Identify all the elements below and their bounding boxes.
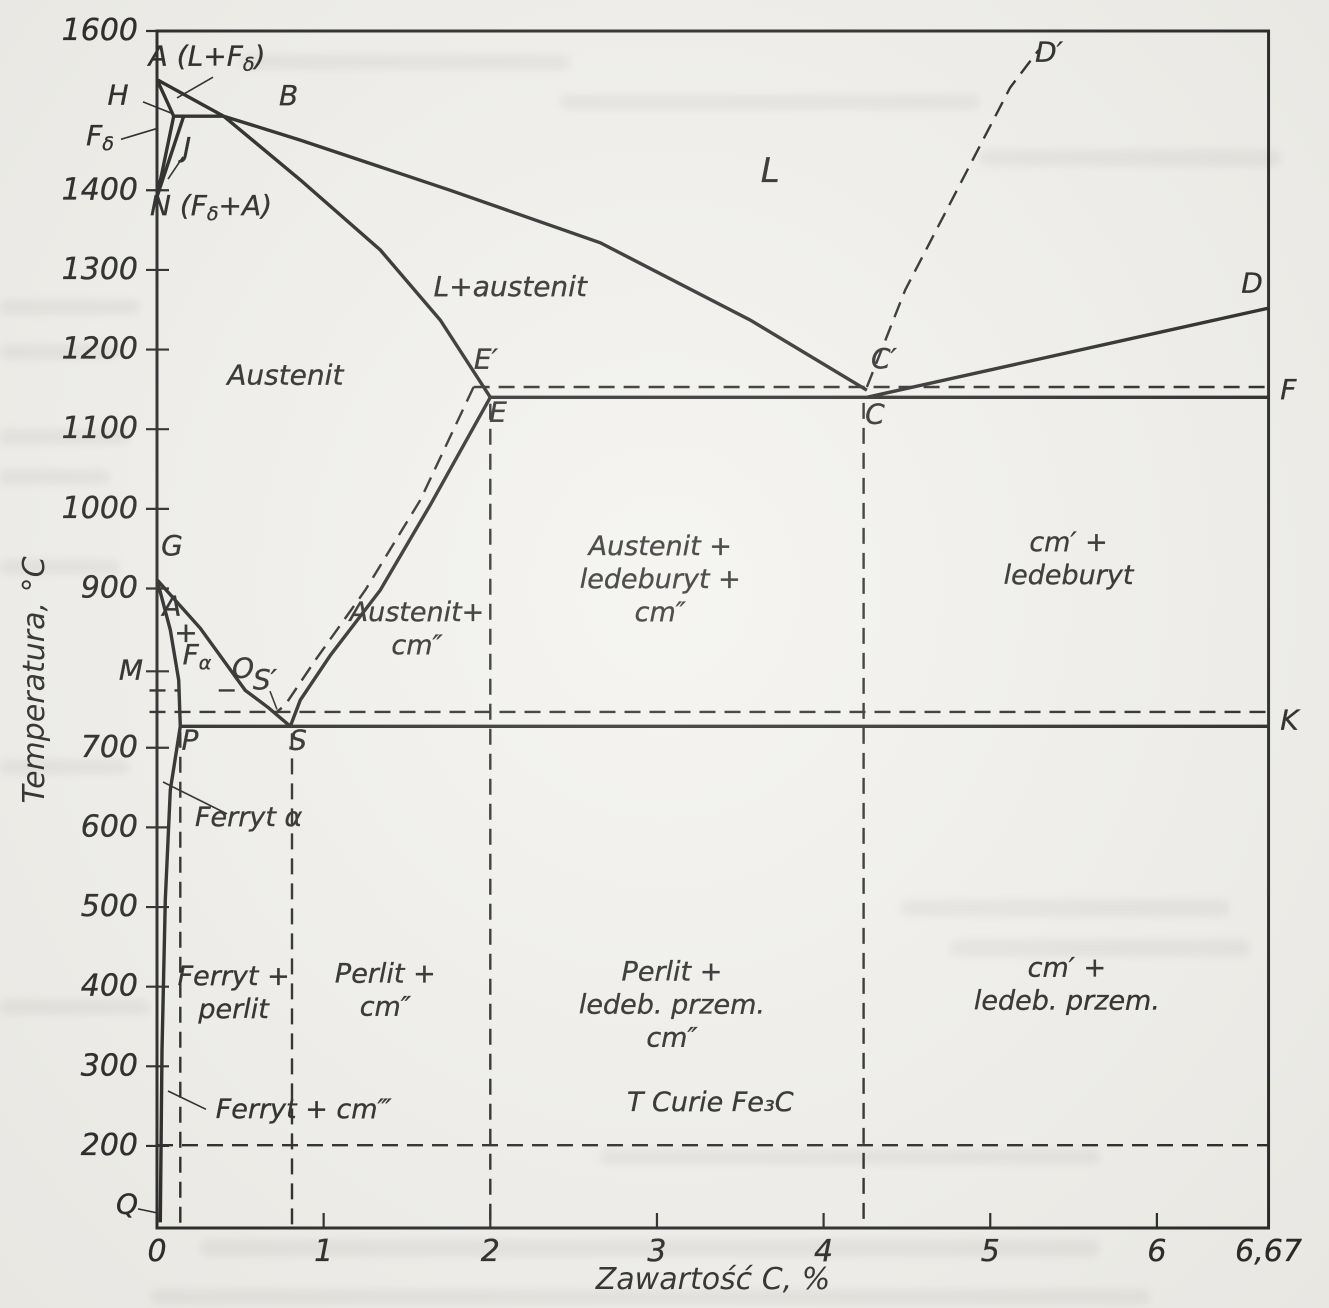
leader-H bbox=[142, 101, 172, 114]
region-ferryt-cm3: Ferryt + cm‴ bbox=[216, 1094, 392, 1125]
y-tick-label: 1300 bbox=[62, 251, 138, 286]
region-perlit-ledeb-przem-cm2: Perlit + bbox=[622, 956, 723, 987]
y-axis-title: Temperatura, °C bbox=[17, 556, 52, 804]
y-tick-label: 1100 bbox=[62, 411, 138, 446]
y-tick-label: 1000 bbox=[62, 490, 138, 525]
point-G: G bbox=[161, 529, 183, 562]
region-perlit-ledeb-przem-cm2: ledeb. przem. bbox=[579, 989, 765, 1020]
liquidus-A-B bbox=[156, 78, 225, 118]
leader-S-prime bbox=[269, 690, 278, 710]
y-tick-label: 400 bbox=[81, 968, 138, 1003]
region-L-austenit: L+austenit bbox=[434, 270, 588, 303]
y-tick-label: 1400 bbox=[62, 172, 138, 207]
point-J: J bbox=[178, 131, 191, 164]
point-C-prime: C′ bbox=[871, 342, 898, 375]
point-D-prime: D′ bbox=[1035, 35, 1064, 68]
point-O: O bbox=[232, 652, 254, 685]
x-axis-title: Zawartość C, % bbox=[595, 1262, 831, 1297]
region-austenit: Austenit bbox=[225, 359, 344, 392]
point-D: D bbox=[1241, 266, 1263, 299]
region-ferryt-alpha: Ferryt α bbox=[195, 801, 302, 832]
solidus-A-H bbox=[155, 78, 176, 117]
x-tick-label: 5 bbox=[981, 1233, 1000, 1268]
point-K: K bbox=[1280, 703, 1301, 736]
y-tick-label: 500 bbox=[81, 889, 138, 924]
point-M: M bbox=[119, 653, 143, 686]
region-A-plus-Falpha-2: + bbox=[174, 616, 197, 649]
a3-G-S bbox=[155, 578, 292, 728]
x-tick-label: 6 bbox=[1147, 1233, 1166, 1268]
point-E-prime: E′ bbox=[474, 343, 499, 376]
region-A-plus-Falpha-1: A bbox=[160, 590, 181, 623]
point-P: P bbox=[182, 723, 199, 756]
liquidus-B-C bbox=[223, 114, 868, 392]
x-tick-label: 1 bbox=[314, 1233, 333, 1268]
liquidus-C-D bbox=[866, 306, 1269, 399]
leader-F-delta bbox=[120, 127, 159, 141]
region-ferryt-perlit: perlit bbox=[197, 994, 270, 1025]
region-cm1-ledeburyt: cm′ + bbox=[1029, 527, 1107, 558]
point-S-prime: S′ bbox=[253, 663, 278, 696]
region-cm1-ledeb-przem: cm′ + bbox=[1028, 952, 1106, 983]
region-cm1-ledeburyt: ledeburyt bbox=[1004, 560, 1135, 591]
point-E: E bbox=[489, 395, 507, 428]
leader-Q bbox=[137, 1208, 158, 1214]
point-Q: Q bbox=[116, 1188, 138, 1221]
region-austenit-ledeburyt-cm2: ledeburyt + bbox=[580, 564, 741, 595]
ferrite-solvus-P-Q bbox=[158, 726, 182, 1223]
region-austenit-cm2: Austenit+ bbox=[348, 597, 485, 628]
region-perlit-cm2: cm″ bbox=[360, 991, 411, 1022]
region-austenit-cm2: cm″ bbox=[391, 630, 442, 661]
solidus-B-E bbox=[222, 114, 492, 399]
plot-frame bbox=[155, 29, 1271, 1230]
y-tick-label: 1200 bbox=[62, 331, 138, 366]
region-austenit-ledeburyt-cm2: Austenit + bbox=[587, 531, 732, 562]
leader-A-region bbox=[176, 76, 214, 99]
region-perlit-ledeb-przem-cm2: cm″ bbox=[646, 1022, 697, 1053]
a3-G-P bbox=[155, 579, 182, 727]
y-tick-label: 1600 bbox=[62, 13, 138, 48]
leader-ferryt-cm3 bbox=[167, 1090, 207, 1111]
leader-J bbox=[167, 156, 184, 180]
region-austenit-ledeburyt-cm2: cm″ bbox=[635, 597, 686, 628]
x-tick-label: 3 bbox=[647, 1233, 666, 1268]
y-tick-label: 300 bbox=[81, 1048, 138, 1083]
y-tick-label: 700 bbox=[81, 729, 138, 764]
x-tick-label: 2 bbox=[481, 1233, 500, 1268]
point-B: B bbox=[279, 79, 298, 112]
point-N: N (Fδ+A) bbox=[150, 189, 272, 225]
point-F: F bbox=[1280, 373, 1297, 406]
point-S: S bbox=[289, 723, 307, 756]
graphite-liquidus-C1-D1 bbox=[865, 49, 1040, 388]
label-t-curie-fe3c: T Curie Fe₃C bbox=[627, 1086, 794, 1117]
leader-ferryt-alpha bbox=[162, 781, 228, 815]
x-tick-label: 0 bbox=[147, 1233, 166, 1268]
x-tick-label: 6,67 bbox=[1235, 1233, 1302, 1268]
point-H: H bbox=[107, 78, 128, 111]
y-tick-label: 900 bbox=[81, 570, 138, 605]
point-A: A (L+Fδ) bbox=[147, 39, 266, 75]
delta-solvus-J-N bbox=[155, 115, 186, 198]
label-F-delta: Fδ bbox=[86, 119, 114, 155]
y-tick-label: 200 bbox=[81, 1127, 138, 1162]
region-cm1-ledeb-przem: ledeb. przem. bbox=[974, 985, 1160, 1016]
region-ferryt-perlit: Ferryt + bbox=[178, 961, 290, 992]
y-tick-label: 600 bbox=[81, 809, 138, 844]
region-L: L bbox=[761, 150, 780, 190]
region-A-plus-Falpha-3: Fα bbox=[183, 638, 212, 674]
x-tick-label: 4 bbox=[814, 1233, 833, 1268]
region-perlit-cm2: Perlit + bbox=[335, 958, 436, 989]
acm-E-S bbox=[288, 396, 492, 727]
stable-acm-E1-S1 bbox=[276, 386, 475, 713]
point-C: C bbox=[865, 398, 885, 431]
